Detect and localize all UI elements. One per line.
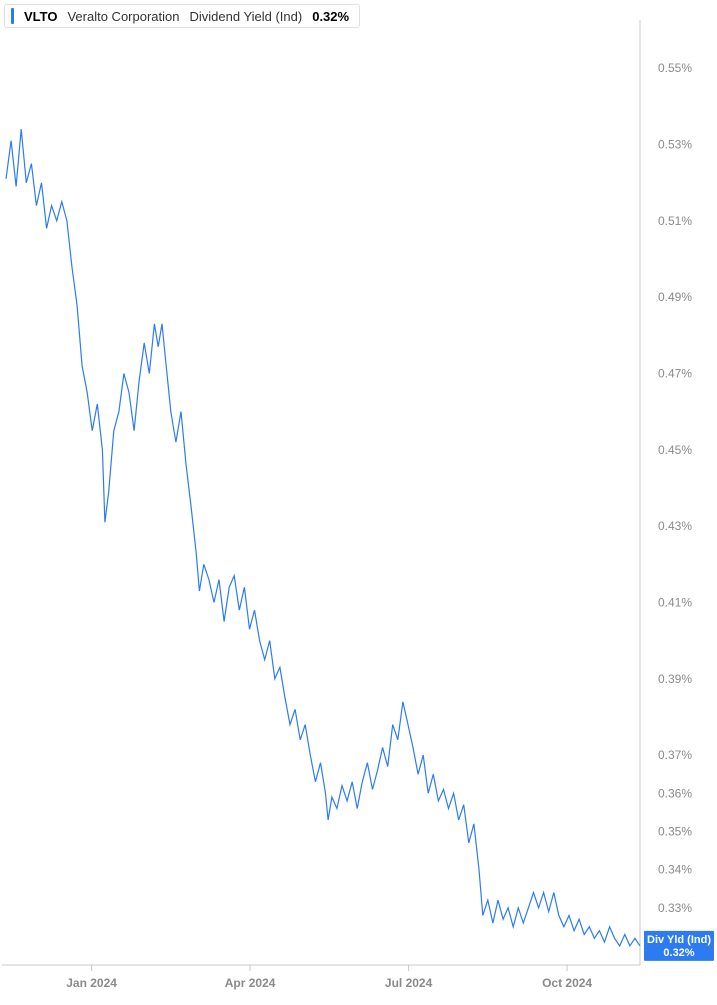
svg-text:Div Yld (Ind): Div Yld (Ind) bbox=[647, 934, 711, 946]
svg-text:Jan 2024: Jan 2024 bbox=[66, 976, 117, 990]
metric-value: 0.32% bbox=[312, 9, 349, 24]
svg-text:0.35%: 0.35% bbox=[658, 824, 692, 838]
svg-text:0.41%: 0.41% bbox=[658, 595, 692, 609]
svg-text:Apr 2024: Apr 2024 bbox=[225, 976, 276, 990]
svg-text:0.36%: 0.36% bbox=[658, 786, 692, 800]
chart-area[interactable]: 0.55% 0.53% 0.51% 0.49% 0.47% 0.45% 0.43% 0.41%… bbox=[0, 0, 717, 1005]
svg-text:Jul 2024: Jul 2024 bbox=[385, 976, 433, 990]
svg-text:0.39%: 0.39% bbox=[658, 672, 692, 686]
header-accent bbox=[11, 8, 14, 24]
svg-text:0.33%: 0.33% bbox=[658, 901, 692, 915]
svg-text:0.34%: 0.34% bbox=[658, 863, 692, 877]
svg-text:0.45%: 0.45% bbox=[658, 443, 692, 457]
line-chart-svg: 0.55% 0.53% 0.51% 0.49% 0.47% 0.45% 0.43% 0.41%… bbox=[0, 0, 717, 1005]
svg-text:0.43%: 0.43% bbox=[658, 519, 692, 533]
metric-name: Dividend Yield (Ind) bbox=[189, 9, 302, 24]
svg-text:0.53%: 0.53% bbox=[658, 137, 692, 151]
svg-text:0.51%: 0.51% bbox=[658, 214, 692, 228]
svg-text:0.37%: 0.37% bbox=[658, 748, 692, 762]
svg-text:0.47%: 0.47% bbox=[658, 366, 692, 380]
svg-text:0.49%: 0.49% bbox=[658, 290, 692, 304]
svg-text:0.55%: 0.55% bbox=[658, 61, 692, 75]
company-name: Veralto Corporation bbox=[67, 9, 179, 24]
svg-text:0.32%: 0.32% bbox=[663, 947, 694, 959]
chart-header: VLTO Veralto Corporation Dividend Yield … bbox=[4, 4, 360, 28]
ticker-symbol: VLTO bbox=[24, 9, 57, 24]
svg-text:Oct 2024: Oct 2024 bbox=[542, 976, 592, 990]
